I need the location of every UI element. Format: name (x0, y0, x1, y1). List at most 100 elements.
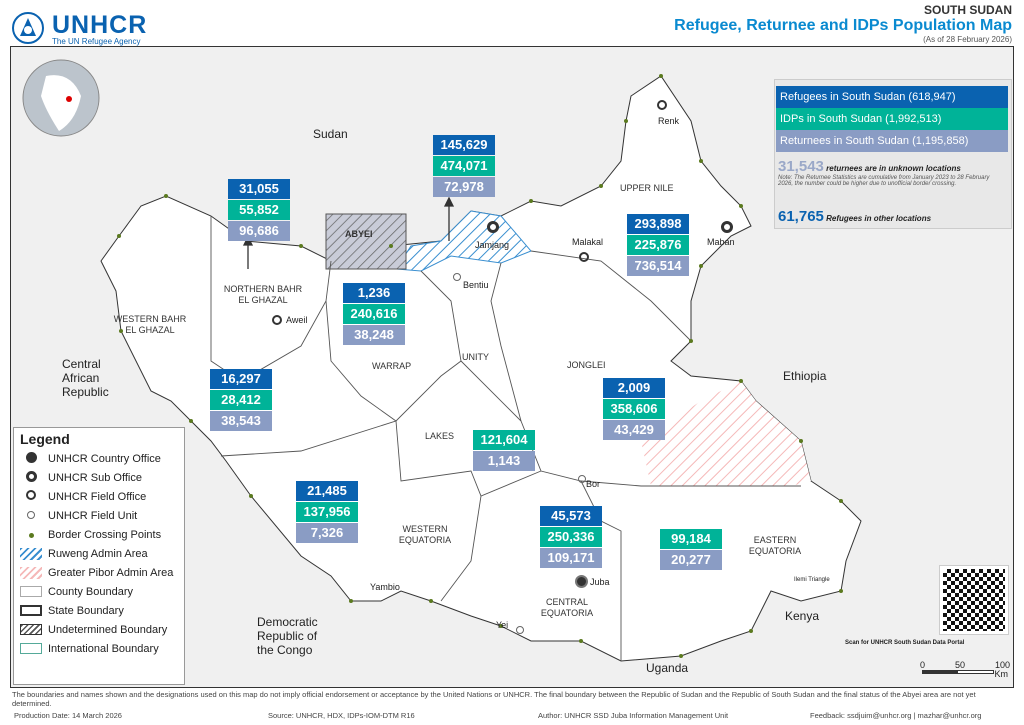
production-date: Production Date: 14 March 2026 (14, 711, 122, 720)
summary-refugees: Refugees in South Sudan (618,947) (776, 86, 1008, 108)
abyei-area (325, 213, 407, 270)
scale-bar: 0 50 100 Km (920, 660, 1010, 679)
idps-value: 137,956 (296, 502, 358, 522)
legend-undetermined: Undetermined Boundary (20, 620, 178, 639)
legend-state: State Boundary (20, 601, 178, 620)
stats-ceq[interactable]: 45,573 250,336 109,171 (540, 506, 602, 569)
state-boundary-icon (20, 605, 42, 616)
state-unity: UNITY (462, 352, 489, 362)
international-boundary-icon (20, 643, 42, 654)
unhcr-emblem-icon (12, 12, 44, 44)
returnees-value: 38,543 (210, 411, 272, 431)
country-sudan: Sudan (313, 127, 348, 141)
state-boundaries (210, 216, 801, 661)
qr-caption: Scan for UNHCR South Sudan Data Portal (845, 640, 965, 646)
source: Source: UNHCR, HDX, IDPs-IOM-DTM R16 (268, 711, 415, 720)
returnees-value: 72,978 (433, 177, 495, 197)
country-drc: Democratic Republic of the Congo (257, 615, 318, 657)
country-ethiopia: Ethiopia (783, 369, 827, 383)
arrows (242, 196, 455, 269)
author: Author: UNHCR SSD Juba Information Manag… (538, 711, 729, 720)
idps-value: 99,184 (660, 529, 722, 549)
legend-international: International Boundary (20, 639, 178, 658)
returnees-value: 1,143 (473, 451, 535, 471)
idps-value: 358,606 (603, 399, 665, 419)
border-crossing-points (117, 74, 843, 658)
returnees-value: 20,277 (660, 550, 722, 570)
legend-title: Legend (20, 431, 70, 447)
idps-value: 474,071 (433, 156, 495, 176)
stats-wbeg[interactable]: 16,297 28,412 38,543 (210, 369, 272, 432)
legend: Legend UNHCR Country Office UNHCR Sub Of… (13, 427, 185, 685)
field-office-icon (657, 100, 667, 110)
pink-hatch-icon (20, 566, 42, 579)
idps-value: 250,336 (540, 527, 602, 547)
idps-value: 121,604 (473, 430, 535, 450)
other-refugees-value: 61,765 (778, 208, 824, 225)
stats-nbeg[interactable]: 31,055 55,852 96,686 (228, 179, 290, 242)
stats-upper-nile[interactable]: 293,898 225,876 736,514 (627, 214, 689, 277)
returnees-value: 43,429 (603, 420, 665, 440)
stats-eeq[interactable]: 99,184 20,277 (660, 529, 722, 571)
stats-lakes[interactable]: 121,604 1,143 (473, 430, 535, 472)
state-upper-nile: UPPER NILE (620, 183, 674, 193)
state-warrap: WARRAP (372, 361, 412, 371)
sub-office-icon (721, 221, 733, 233)
unhcr-logo: UNHCR The UN Refugee Agency (8, 10, 147, 46)
state-weq: WESTERN EQUATORIA (398, 524, 452, 545)
legend-ruweng: Ruweng Admin Area (20, 544, 178, 563)
date-label: (As of 28 February 2026) (923, 35, 1012, 44)
refugees-value: 293,898 (627, 214, 689, 234)
returnees-value: 7,326 (296, 523, 358, 543)
summary-returnees: Returnees in South Sudan (1,195,858) (776, 130, 1008, 152)
returnees-value: 38,248 (343, 325, 405, 345)
disclaimer: The boundaries and names shown and the d… (12, 690, 976, 708)
country-office-icon (575, 575, 588, 588)
state-ceq: CENTRAL EQUATORIA (540, 597, 594, 618)
state-eeq: EASTERN EQUATORIA (748, 535, 802, 556)
globe-inset (22, 59, 100, 137)
idps-value: 55,852 (228, 200, 290, 220)
country-title: SOUTH SUDAN (923, 3, 1012, 17)
greater-pibor-area (641, 381, 811, 486)
legend-field-unit: UNHCR Field Unit (20, 506, 178, 525)
summary-idps: IDPs in South Sudan (1,992,513) (776, 108, 1008, 130)
feedback: Feedback: ssdjuim@unhcr.org | mazhar@unh… (810, 711, 982, 720)
city-malakal: Malakal (572, 237, 603, 262)
refugees-value: 21,485 (296, 481, 358, 501)
qr-code[interactable] (939, 565, 1009, 635)
stats-warrap[interactable]: 1,236 240,616 38,248 (343, 283, 405, 346)
refugees-value: 16,297 (210, 369, 272, 389)
state-abyei: ABYEI (345, 229, 373, 239)
blue-hatch-icon (20, 547, 42, 560)
country-uganda: Uganda (646, 661, 689, 675)
stats-ruweng[interactable]: 145,629 474,071 72,978 (433, 135, 495, 198)
border-crossing-icon (28, 532, 34, 538)
field-office-icon (579, 252, 589, 262)
field-office-icon (272, 315, 282, 325)
legend-border-crossing: Border Crossing Points (20, 525, 178, 544)
refugees-value: 1,236 (343, 283, 405, 303)
field-office-icon (26, 490, 36, 500)
field-unit-icon (453, 273, 461, 281)
county-boundary-icon (20, 586, 42, 597)
state-wbeg: WESTERN BAHR EL GHAZAL (113, 314, 187, 335)
grey-hatch-icon (20, 624, 42, 635)
returnees-value: 109,171 (540, 548, 602, 568)
refugees-value: 145,629 (433, 135, 495, 155)
country-car: Central African Republic (62, 357, 109, 399)
refugees-value: 2,009 (603, 378, 665, 398)
state-jonglei: JONGLEI (567, 360, 606, 370)
stats-weq[interactable]: 21,485 137,956 7,326 (296, 481, 358, 544)
stats-jonglei[interactable]: 2,009 358,606 43,429 (603, 378, 665, 441)
refugees-value: 45,573 (540, 506, 602, 526)
state-lakes: LAKES (425, 431, 455, 441)
field-unit-icon (578, 475, 586, 483)
idps-value: 240,616 (343, 304, 405, 324)
field-unit-icon (27, 510, 35, 519)
legend-country-office: UNHCR Country Office (20, 449, 178, 468)
field-unit-icon (516, 626, 524, 634)
idps-value: 225,876 (627, 235, 689, 255)
legend-field-office: UNHCR Field Office (20, 487, 178, 506)
idps-value: 28,412 (210, 390, 272, 410)
